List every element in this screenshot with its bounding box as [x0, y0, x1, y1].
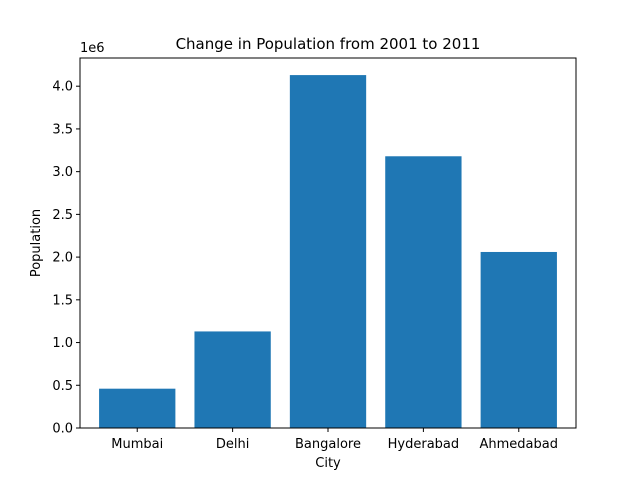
- x-ticks-group: Mumbai Delhi Bangalore Hyderabad Ahmedabad: [111, 428, 558, 452]
- y-tick-label: 0.0: [52, 422, 73, 437]
- x-tick-label: Mumbai: [111, 437, 163, 452]
- x-tick-label: Delhi: [216, 437, 249, 452]
- y-tick-label: 1.5: [52, 293, 73, 308]
- y-tick-label: 4.0: [52, 80, 73, 95]
- plot-frame: [79, 57, 577, 429]
- bar-mumbai: [99, 388, 176, 428]
- bar-ahmedabad: [480, 251, 557, 428]
- x-tick-label: Ahmedabad: [480, 437, 558, 452]
- bar-bangalore: [289, 75, 367, 428]
- y-tick-label: 3.0: [52, 165, 73, 180]
- y-ticks-group: 0.0 0.5 1.0 1.5 2.0 2.5 3.0 3.5 4.0: [52, 80, 80, 437]
- x-tick-label: Bangalore: [295, 437, 361, 452]
- x-axis-label: City: [315, 456, 341, 471]
- y-axis-offset-label: 1e6: [80, 41, 105, 56]
- bars-group: [99, 75, 557, 428]
- bar-hyderabad: [385, 156, 462, 428]
- chart-title: Change in Population from 2001 to 2011: [176, 35, 481, 53]
- x-tick-label: Hyderabad: [388, 437, 460, 452]
- y-tick-label: 3.5: [52, 122, 73, 137]
- y-tick-label: 2.5: [52, 208, 73, 223]
- y-axis-label: Population: [29, 209, 44, 277]
- y-tick-label: 2.0: [52, 251, 73, 266]
- y-tick-label: 1.0: [52, 336, 73, 351]
- y-tick-label: 0.5: [52, 379, 73, 394]
- bar-delhi: [194, 331, 271, 428]
